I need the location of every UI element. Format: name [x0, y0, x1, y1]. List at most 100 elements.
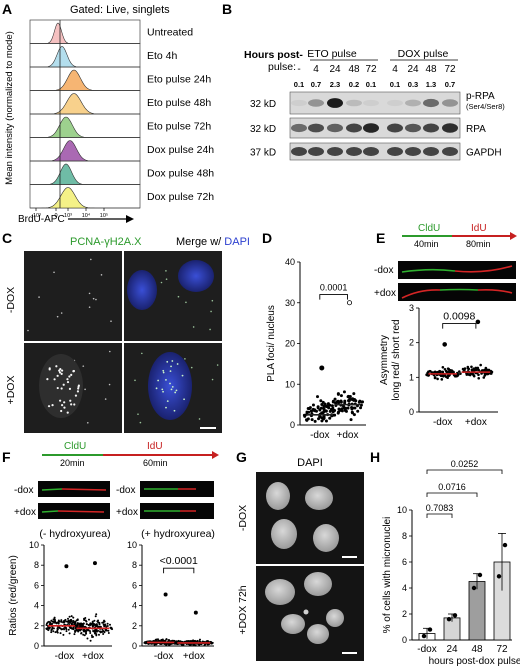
significance-bracket — [442, 323, 477, 329]
data-point — [65, 630, 68, 633]
data-point-max — [92, 561, 97, 566]
pla-focus-dot-merge — [162, 369, 165, 372]
y-tick-label: 6 — [34, 580, 39, 590]
x-category-label: +dox — [183, 651, 205, 662]
data-point — [198, 640, 201, 643]
data-point — [97, 629, 100, 632]
y-tick-label: 30 — [285, 298, 295, 308]
data-point — [82, 633, 85, 636]
chart-f-right: 0 2 4 6 8 10 -dox +dox <0.0001 — [127, 540, 214, 662]
data-point — [64, 627, 67, 630]
pla-focus-dot-merge — [165, 378, 167, 381]
blot-kd-marker: 37 kD — [250, 148, 276, 159]
panel-letter-d: D — [262, 230, 272, 246]
e-fiber1-label: -dox — [374, 265, 393, 276]
data-point — [89, 630, 92, 633]
x-category-label: 24 — [446, 644, 458, 655]
chart-f-left: 0 2 4 6 8 10 Ratios (red/green) -dox +dox — [8, 540, 114, 662]
p-value-label: 0.7083 — [426, 503, 454, 513]
data-point-max — [64, 564, 69, 569]
data-point — [342, 390, 346, 394]
data-point — [74, 630, 77, 633]
e-cldu-label: CldU — [418, 223, 440, 234]
data-point — [444, 369, 448, 373]
blot-band — [363, 147, 379, 156]
data-point — [97, 625, 100, 628]
data-point — [479, 363, 482, 367]
e-fiber2-red-right — [477, 289, 513, 294]
blot-protein-label: RPA — [466, 124, 486, 135]
data-point — [82, 622, 85, 625]
blot-band — [327, 123, 343, 133]
blot-band — [346, 123, 362, 133]
data-point — [477, 376, 481, 380]
micrograph-dot — [86, 421, 89, 424]
p-value-label: 0.0252 — [451, 459, 479, 469]
data-point — [310, 418, 314, 422]
histogram-curve — [30, 69, 140, 91]
micrograph-dot — [100, 274, 103, 276]
blot-lane-label: 48 — [348, 64, 360, 75]
y-tick-label: 0 — [132, 641, 137, 651]
data-point — [107, 632, 110, 635]
histogram-x-tick-label: 10⁵ — [100, 212, 108, 219]
data-point — [60, 628, 63, 631]
data-point — [465, 373, 469, 376]
x-category-label: +dox — [465, 417, 487, 428]
y-axis-label: % of cells with micronuclei — [382, 517, 393, 634]
data-point — [70, 615, 73, 618]
data-point — [322, 417, 326, 421]
blot-band — [423, 123, 439, 133]
blot-band — [346, 99, 362, 107]
pla-focus-dot — [66, 380, 70, 384]
data-point — [321, 400, 325, 404]
data-point — [461, 367, 465, 371]
blot-protein-label: p-RPA — [466, 91, 495, 102]
pla-focus-dot — [59, 368, 62, 371]
blot-band — [405, 147, 421, 156]
micrograph-dot — [141, 352, 143, 355]
data-point — [331, 399, 335, 403]
data-point — [207, 640, 210, 643]
e-arrow-head — [510, 232, 517, 240]
dapi-nucleus — [326, 609, 344, 627]
data-point — [91, 620, 94, 623]
data-point — [194, 639, 197, 642]
x-category-label: -dox — [154, 651, 173, 662]
dapi-nucleus — [271, 519, 297, 549]
data-point — [472, 368, 476, 372]
micrograph-dot — [82, 365, 85, 367]
data-point — [92, 635, 95, 638]
data-point — [78, 623, 81, 626]
y-tick-label: 0 — [290, 420, 295, 430]
data-point — [436, 377, 439, 381]
micrograph-dot — [110, 320, 112, 323]
y-tick-label: 0 — [402, 635, 407, 645]
blot-band — [308, 147, 324, 156]
data-point — [102, 623, 105, 626]
data-point — [60, 620, 63, 623]
data-point — [89, 639, 92, 642]
micrograph-dot — [211, 299, 214, 302]
data-point — [50, 631, 53, 634]
data-point — [105, 629, 108, 632]
y-tick-label: 8 — [132, 560, 137, 570]
blot-quant-value: 2.3 — [330, 80, 340, 89]
y-tick-label: 6 — [132, 580, 137, 590]
p-value-label: 0.0716 — [438, 482, 466, 492]
data-point — [98, 621, 101, 624]
data-point — [333, 397, 337, 401]
data-point — [68, 615, 71, 618]
replicate-point — [477, 572, 483, 578]
histogram-row-label: Eto 4h — [147, 50, 178, 62]
data-point — [77, 630, 80, 633]
pla-focus-dot — [73, 403, 76, 406]
data-point — [60, 619, 63, 622]
x-category-label: -dox — [310, 430, 329, 441]
chart-d: 0 10 20 30 40 PLA foci/ nucleus -dox +dox 0.0001 — [266, 257, 366, 441]
histogram-row-label: Dox pulse 72h — [147, 191, 214, 203]
f-cldu-label: CldU — [64, 441, 86, 452]
data-point — [89, 632, 92, 635]
data-point — [56, 630, 59, 633]
pla-focus-dot — [66, 378, 69, 381]
